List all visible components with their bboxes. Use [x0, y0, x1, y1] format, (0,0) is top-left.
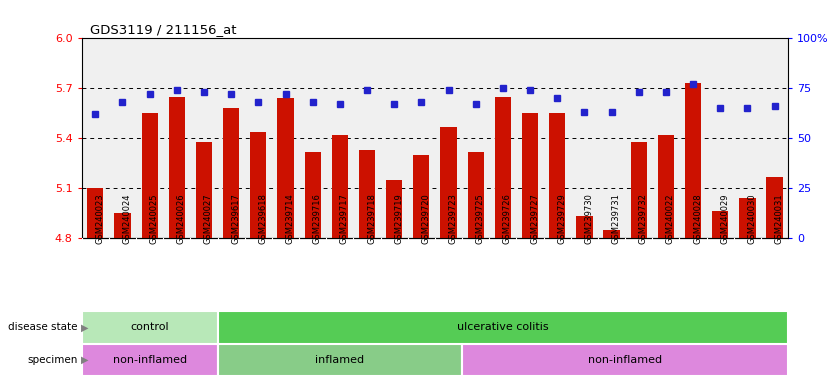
Text: control: control — [130, 322, 169, 333]
Text: ▶: ▶ — [81, 322, 88, 333]
Bar — [332, 135, 348, 238]
Bar — [603, 230, 620, 238]
Text: specimen: specimen — [28, 355, 78, 365]
Text: GSM239725: GSM239725 — [475, 193, 485, 244]
Bar — [440, 127, 457, 238]
Text: GSM239720: GSM239720 — [421, 193, 430, 244]
Bar — [278, 98, 294, 238]
Bar — [82, 311, 218, 344]
Bar — [168, 97, 185, 238]
Text: GSM239719: GSM239719 — [394, 193, 403, 244]
Bar — [304, 152, 321, 238]
Bar — [576, 217, 592, 238]
Text: ulcerative colitis: ulcerative colitis — [457, 322, 549, 333]
Bar — [495, 97, 511, 238]
Bar — [549, 113, 565, 238]
Text: GSM240030: GSM240030 — [747, 193, 756, 244]
Text: ▶: ▶ — [81, 355, 88, 365]
Text: non-inflamed: non-inflamed — [113, 355, 187, 365]
Bar — [766, 177, 782, 238]
Text: GSM240024: GSM240024 — [123, 194, 132, 244]
Text: GSM240028: GSM240028 — [693, 193, 702, 244]
Bar — [462, 344, 788, 376]
Bar — [685, 83, 701, 238]
Text: GSM239718: GSM239718 — [367, 193, 376, 244]
Text: non-inflamed: non-inflamed — [588, 355, 662, 365]
Bar — [218, 344, 462, 376]
Text: GSM239727: GSM239727 — [530, 193, 539, 244]
Bar — [712, 212, 728, 238]
Text: GSM240023: GSM240023 — [95, 193, 104, 244]
Text: GSM239714: GSM239714 — [285, 193, 294, 244]
Bar — [82, 344, 218, 376]
Text: GSM239729: GSM239729 — [557, 193, 566, 244]
Bar — [250, 132, 267, 238]
Bar — [359, 150, 375, 238]
Bar — [631, 142, 647, 238]
Bar — [223, 108, 239, 238]
Bar — [142, 113, 158, 238]
Text: GSM239618: GSM239618 — [259, 193, 268, 244]
Text: GSM240026: GSM240026 — [177, 193, 186, 244]
Bar — [196, 142, 212, 238]
Bar — [218, 311, 788, 344]
Text: GSM239617: GSM239617 — [231, 193, 240, 244]
Text: GSM240022: GSM240022 — [666, 194, 675, 244]
Text: GSM239716: GSM239716 — [313, 193, 322, 244]
Text: GSM239726: GSM239726 — [503, 193, 512, 244]
Text: GSM239732: GSM239732 — [639, 193, 648, 244]
Bar — [413, 155, 430, 238]
Text: GSM239730: GSM239730 — [585, 193, 593, 244]
Text: GSM239731: GSM239731 — [611, 193, 620, 244]
Bar — [386, 180, 402, 238]
Text: GSM240031: GSM240031 — [775, 193, 784, 244]
Text: GSM239723: GSM239723 — [449, 193, 458, 244]
Text: GSM240025: GSM240025 — [149, 194, 158, 244]
Bar — [739, 198, 756, 238]
Text: disease state: disease state — [8, 322, 78, 333]
Text: GSM240029: GSM240029 — [721, 194, 729, 244]
Bar — [468, 152, 484, 238]
Text: GDS3119 / 211156_at: GDS3119 / 211156_at — [90, 23, 237, 36]
Text: inflamed: inflamed — [315, 355, 364, 365]
Text: GSM240027: GSM240027 — [204, 193, 213, 244]
Bar — [88, 188, 103, 238]
Text: GSM239717: GSM239717 — [339, 193, 349, 244]
Bar — [658, 135, 674, 238]
Bar — [114, 213, 131, 238]
Bar — [522, 113, 538, 238]
